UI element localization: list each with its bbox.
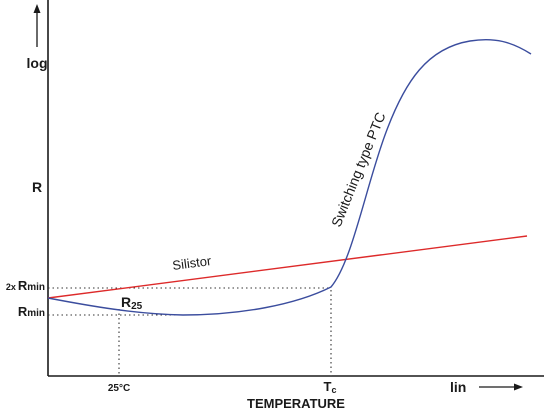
r25-sub: 25 xyxy=(131,301,143,312)
x-lin-arrow-head xyxy=(514,383,523,391)
r25-label: R25 xyxy=(121,294,143,312)
silistor-label: Silistor xyxy=(171,253,212,273)
marker-rmin: Rmin xyxy=(18,304,45,319)
y-log-arrow-head xyxy=(33,4,41,13)
y-label-r: R xyxy=(32,179,42,195)
ptc-label: Switching type PTC xyxy=(328,110,389,229)
x-marker-25c: 25°C xyxy=(108,383,130,394)
x-label-lin: lin xyxy=(450,379,466,395)
r25-r: R xyxy=(121,294,131,310)
x-title-temperature: TEMPERATURE xyxy=(247,396,345,409)
y-label-log: log xyxy=(27,55,48,71)
ptc-curve xyxy=(47,38,532,316)
marker-2x-sub: min xyxy=(27,282,45,293)
marker-2x-r: R xyxy=(18,278,28,293)
marker-rmin-sub: min xyxy=(27,308,45,319)
x-marker-tc-t: T xyxy=(324,379,332,394)
x-marker-tc: Tc xyxy=(324,379,337,395)
silistor-curve xyxy=(47,235,528,299)
x-marker-tc-sub: c xyxy=(331,385,336,395)
marker-2x-prefix: 2x xyxy=(6,282,16,292)
marker-2x-rmin: 2x Rmin xyxy=(6,278,45,293)
marker-rmin-r: R xyxy=(18,304,28,319)
